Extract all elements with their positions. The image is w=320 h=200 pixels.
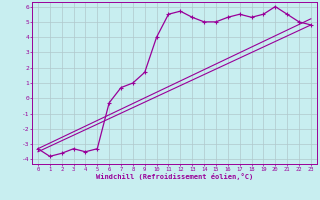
X-axis label: Windchill (Refroidissement éolien,°C): Windchill (Refroidissement éolien,°C) <box>96 173 253 180</box>
